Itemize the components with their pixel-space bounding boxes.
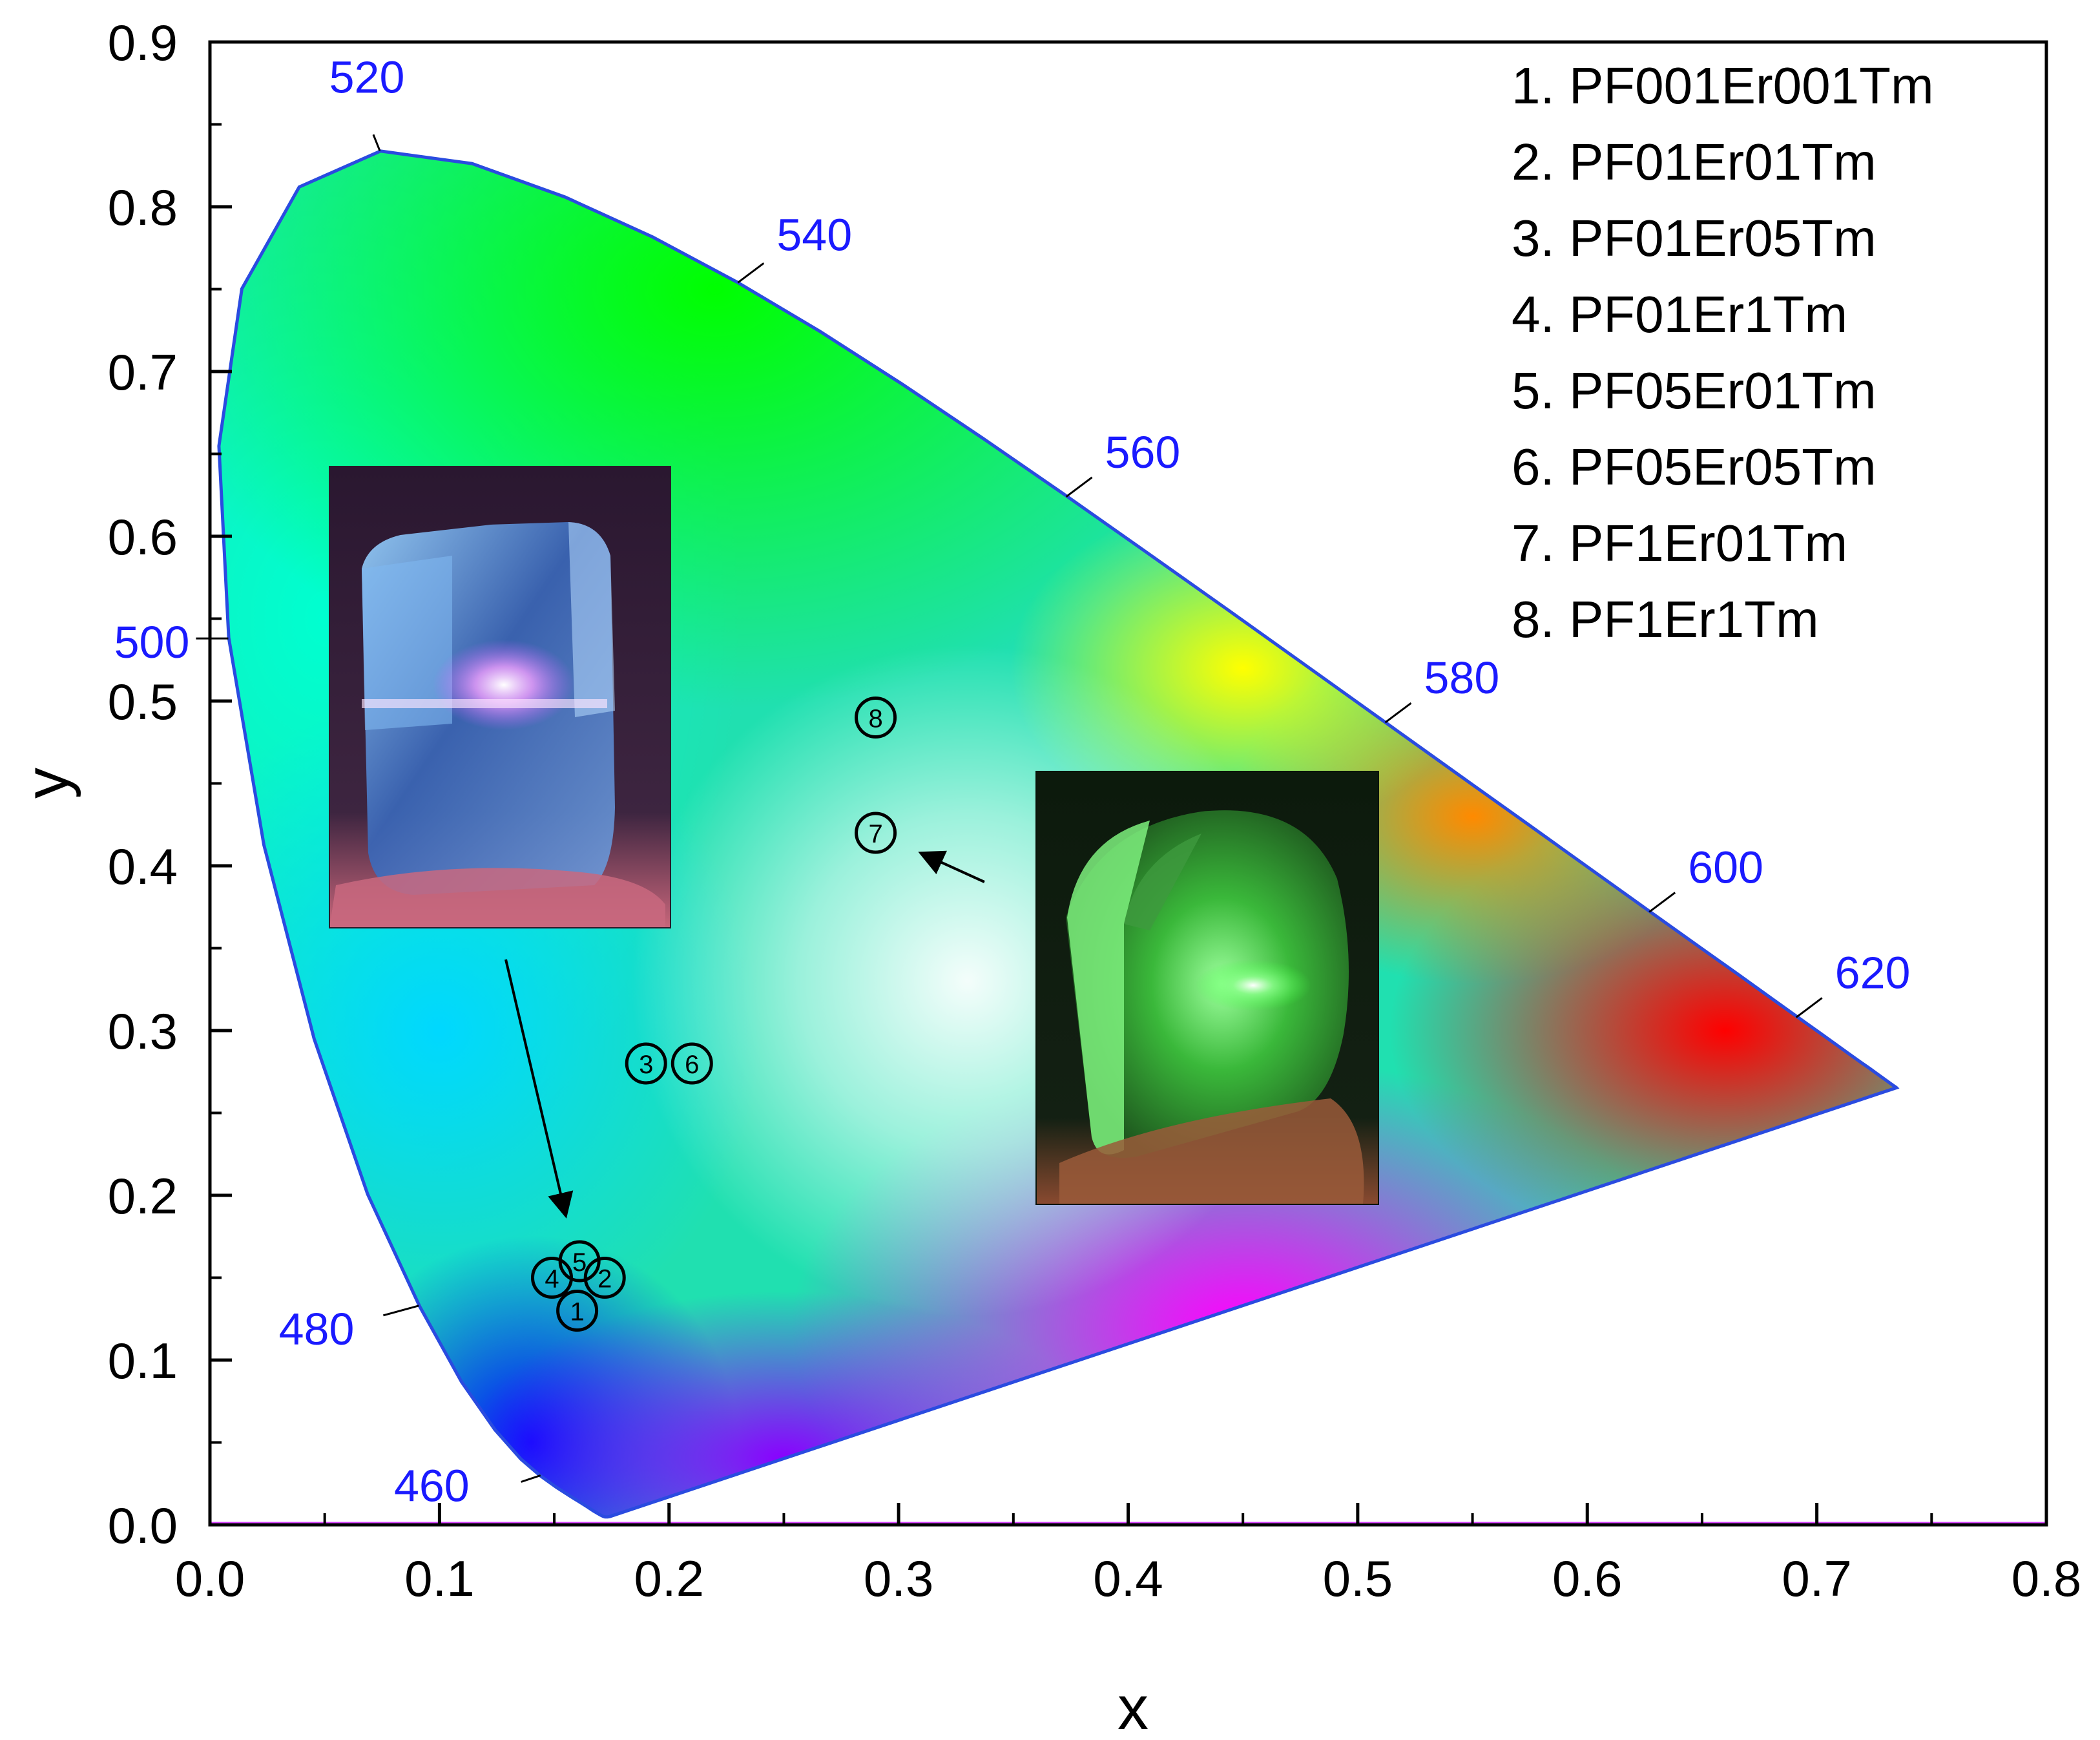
wavelength-label-560: 560 [1105,427,1181,477]
wavelength-label-460: 460 [394,1461,470,1511]
marker-label: 6 [685,1051,699,1079]
marker-circle [583,1257,626,1299]
marker-circle [558,1240,601,1283]
wavelength-leader-600 [1648,892,1676,913]
data-point-7: 7 [855,812,897,854]
x-tick-label: 0.4 [1093,1550,1163,1607]
y-tick-label: 0.5 [108,673,178,730]
right-inset-arrow [918,850,985,883]
marker-label: 2 [598,1265,612,1294]
wavelength-label-600: 600 [1688,842,1763,892]
wavelength-leader-620 [1795,997,1823,1018]
x-tick-label: 0.6 [1552,1550,1622,1607]
x-tick-label: 0.2 [634,1550,704,1607]
wavelength-label-480: 480 [279,1304,355,1354]
y-tick-label: 0.4 [108,838,178,895]
data-markers: 12 3 45 6 7 8 [531,697,897,1332]
legend-entry-6: 6. PF05Er05Tm [1512,438,1876,496]
marker-circle [671,1042,713,1085]
marker-label: 3 [639,1051,653,1079]
wavelength-label-540: 540 [776,209,852,260]
data-point-2: 2 [583,1257,626,1299]
legend-entry-1: 1. PF001Er001Tm [1512,57,1934,114]
y-tick-label: 0.1 [108,1332,178,1389]
axes: 0.0 0.1 0.2 0.3 0.4 0.5 0.6 0.7 0.8 0.0 0.1 0.2 0.3 0… [108,14,2082,1607]
wavelength-leader-520 [372,134,381,151]
y-axis-title: y [12,768,81,799]
legend-entry-3: 3. PF01Er05Tm [1512,209,1876,267]
x-tick-label: 0.0 [175,1550,245,1607]
y-tick-label: 0.7 [108,344,178,401]
wavelength-leader-560 [1065,476,1093,498]
legend-entry-8: 8. PF1Er1Tm [1512,591,1819,648]
x-tick-label: 0.8 [2012,1550,2081,1607]
data-point-6: 6 [671,1042,713,1085]
right-crystal-photo-inset [1035,771,1379,1205]
legend-entry-4: 4. PF01Er1Tm [1512,286,1847,343]
wavelength-leader-480 [382,1305,419,1317]
marker-circle [855,697,897,739]
data-point-5: 5 [558,1240,601,1283]
wavelength-label-520: 520 [329,52,405,102]
y-tick-label: 0.6 [108,508,178,565]
wavelength-label-620: 620 [1835,948,1911,998]
y-tick-label: 0.3 [108,1003,178,1060]
data-point-8: 8 [855,697,897,739]
wavelength-leader-540 [737,262,765,284]
y-tick-label: 0.9 [108,14,178,71]
x-tick-label: 0.7 [1782,1550,1851,1607]
marker-circle [625,1042,667,1085]
legend: 1. PF001Er001Tm 2. PF01Er01Tm 3. PF01Er05T… [1512,57,1934,648]
legend-entry-2: 2. PF01Er01Tm [1512,133,1876,191]
marker-label: 4 [545,1265,559,1294]
x-tick-label: 0.3 [864,1550,933,1607]
x-axis-title: x [1118,1673,1149,1740]
wavelength-label-580: 580 [1424,653,1500,703]
data-point-3: 3 [625,1042,667,1085]
wavelength-leader-460 [521,1474,541,1483]
marker-label: 1 [570,1298,584,1326]
marker-label: 7 [868,820,882,848]
wavelength-label-500: 500 [114,617,190,667]
wavelength-labels: 460 480 500 520 540 560 580 600 620 [114,52,1911,1511]
y-tick-label: 0.8 [108,179,178,236]
legend-entry-5: 5. PF05Er01Tm [1512,362,1876,419]
marker-label: 8 [868,705,882,733]
y-tick-label: 0.2 [108,1168,178,1224]
marker-circle [855,812,897,854]
left-inset-arrow [504,959,574,1219]
y-tick-label: 0.0 [108,1497,178,1554]
marker-label: 5 [572,1248,587,1277]
marker-circle [556,1290,599,1332]
x-tick-label: 0.5 [1323,1550,1393,1607]
left-crystal-photo-inset [329,466,671,928]
spectral-locus-outline [217,149,1900,1519]
x-tick-label: 0.1 [404,1550,474,1607]
wavelength-leader-580 [1384,702,1412,724]
legend-entry-7: 7. PF1Er01Tm [1512,514,1847,572]
data-point-1: 1 [556,1290,599,1332]
